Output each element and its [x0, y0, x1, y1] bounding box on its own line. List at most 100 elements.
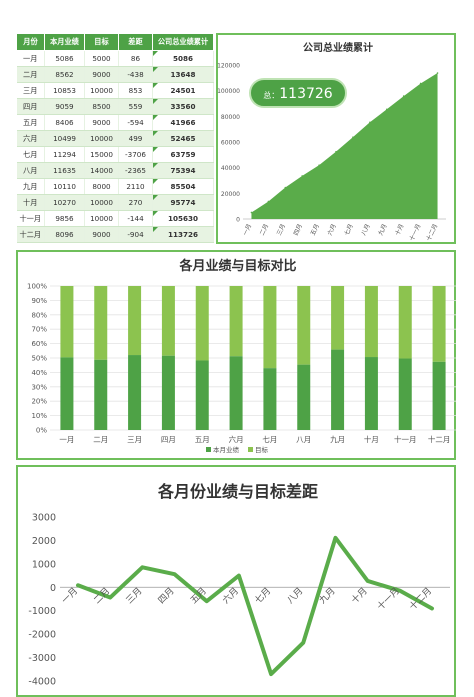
legend-swatch-target	[248, 447, 253, 452]
cumulative-point	[436, 72, 439, 74]
performance-table: 月份 本月业绩 目标 差距 公司总业绩累计 一月 5086 5000 86 5086 二月 8562…	[16, 33, 214, 243]
target-cell: 9000	[84, 226, 119, 243]
table-header-row: 月份 本月业绩 目标 差距 公司总业绩累计	[16, 33, 214, 51]
gap-point	[173, 573, 176, 576]
cumulative-point	[335, 150, 337, 153]
month-cell: 十二月	[16, 226, 45, 243]
table-row: 七月 11294 15000 -3706 63759	[16, 146, 214, 163]
x-tick-label: 六月	[326, 222, 338, 236]
monthly-sales-cell: 10853	[44, 82, 85, 99]
y-tick-label: 40000	[221, 165, 240, 172]
cumulative-area	[251, 73, 438, 219]
table-row: 二月 8562 9000 -438 13648	[16, 66, 214, 83]
monthly-sales-cell: 10270	[44, 194, 85, 211]
sales-bar	[331, 349, 345, 430]
table-body: 一月 5086 5000 86 5086 二月 8562 9000 -438 13648 三月 108…	[16, 50, 214, 243]
y-tick-label: 0	[236, 217, 240, 224]
monthly-sales-cell: 10110	[44, 178, 85, 195]
table-header-cell: 月份	[16, 33, 45, 51]
target-cell: 8000	[84, 178, 119, 195]
gap-cell: -3706	[118, 146, 153, 163]
table-row: 四月 9059 8500 559 33560	[16, 98, 214, 115]
gap-cell: 499	[118, 130, 153, 147]
y-tick-label: -3000	[28, 653, 56, 664]
monthly-sales-cell: 8096	[44, 226, 85, 243]
target-cell: 14000	[84, 162, 119, 179]
month-cell: 七月	[16, 146, 45, 163]
x-tick-label: 二月	[93, 435, 108, 444]
y-tick-label: 3000	[32, 513, 56, 524]
gap-cell: -2365	[118, 162, 153, 179]
gap-cell: -594	[118, 114, 153, 131]
target-bar	[297, 286, 311, 365]
sales-bar	[161, 355, 175, 430]
legend-label-target: 目标	[255, 445, 269, 454]
cumulative-cell: 5086	[152, 50, 214, 67]
month-cell: 八月	[16, 162, 45, 179]
sales-bar	[297, 364, 311, 430]
y-tick-label: 60000	[221, 140, 240, 147]
gap-cell: 559	[118, 98, 153, 115]
cumulative-point	[284, 186, 287, 189]
cumulative-area-chart: 公司总业绩累计 0 20000 40000 60000 80000 100000 120000…	[217, 41, 446, 242]
y-tick-label: 30%	[31, 383, 47, 391]
y-tick-label: 50%	[31, 355, 47, 363]
monthly-vs-target-chart-panel: 各月业绩与目标对比 0% 10% 20% 30% 40% 50% 60% 70% 80% 90% 10…	[16, 250, 456, 460]
target-bar	[331, 286, 345, 350]
gap-cell: 2110	[118, 178, 153, 195]
y-tick-label: -4000	[28, 677, 56, 688]
target-cell: 10000	[84, 210, 119, 227]
x-tick-label: 四月	[161, 435, 176, 444]
month-cell: 十月	[16, 194, 45, 211]
cumulative-cell: 75394	[152, 162, 214, 179]
target-bar	[94, 286, 108, 360]
target-cell: 10000	[84, 130, 119, 147]
x-tick-label: 十二月	[424, 222, 439, 242]
x-tick-label: 十月	[349, 585, 370, 606]
total-badge	[249, 78, 347, 108]
y-tick-label: 20%	[31, 398, 47, 406]
table-header-cell: 公司总业绩累计	[152, 33, 214, 51]
cumulative-point	[369, 121, 371, 124]
table-row: 一月 5086 5000 86 5086	[16, 50, 214, 67]
y-tick-label: 100000	[217, 88, 240, 95]
table-row: 八月 11635 14000 -2365 75394	[16, 162, 214, 179]
sales-bar	[263, 368, 277, 430]
x-tick-label: 十二月	[428, 434, 451, 444]
cumulative-point	[352, 136, 354, 138]
sales-bar	[60, 357, 74, 430]
x-tick-label: 十月	[393, 222, 405, 236]
y-tick-label: 2000	[32, 536, 56, 547]
monthly-sales-cell: 10499	[44, 130, 85, 147]
cumulative-cell: 63759	[152, 146, 214, 163]
cumulative-cell: 41966	[152, 114, 214, 131]
sales-bar	[94, 359, 108, 430]
x-tick-label: 三月	[276, 223, 287, 237]
x-tick-label: 三月	[127, 435, 142, 444]
gap-cell: -144	[118, 210, 153, 227]
gap-cell: -904	[118, 226, 153, 243]
x-tick-label: 二月	[92, 586, 113, 607]
y-tick-label: 0	[50, 583, 56, 594]
gap-point	[109, 596, 112, 599]
x-tick-label: 十一月	[394, 434, 417, 444]
table-row: 六月 10499 10000 499 52465	[16, 130, 214, 147]
y-tick-label: 60%	[31, 340, 47, 348]
x-tick-label: 六月	[229, 434, 244, 444]
performance-table-panel: 月份 本月业绩 目标 差距 公司总业绩累计 一月 5086 5000 86 5086 二月 8562…	[16, 33, 214, 244]
x-tick-label: 八月	[360, 223, 371, 237]
cumulative-chart-title: 公司总业绩累计	[303, 41, 373, 54]
gap-point	[205, 600, 208, 603]
target-cell: 15000	[84, 146, 119, 163]
cumulative-cell: 105630	[152, 210, 214, 227]
target-cell: 5000	[84, 50, 119, 67]
y-tick-label: 0%	[36, 427, 47, 435]
monthly-sales-cell: 11294	[44, 146, 85, 163]
table-row: 九月 10110 8000 2110 85504	[16, 178, 214, 195]
y-tick-label: 80000	[221, 114, 240, 121]
month-cell: 九月	[16, 178, 45, 195]
monthly-sales-cell: 5086	[44, 50, 85, 67]
gap-point	[366, 579, 369, 582]
sales-bar	[432, 361, 446, 430]
table-row: 十一月 9856 10000 -144 105630	[16, 210, 214, 227]
